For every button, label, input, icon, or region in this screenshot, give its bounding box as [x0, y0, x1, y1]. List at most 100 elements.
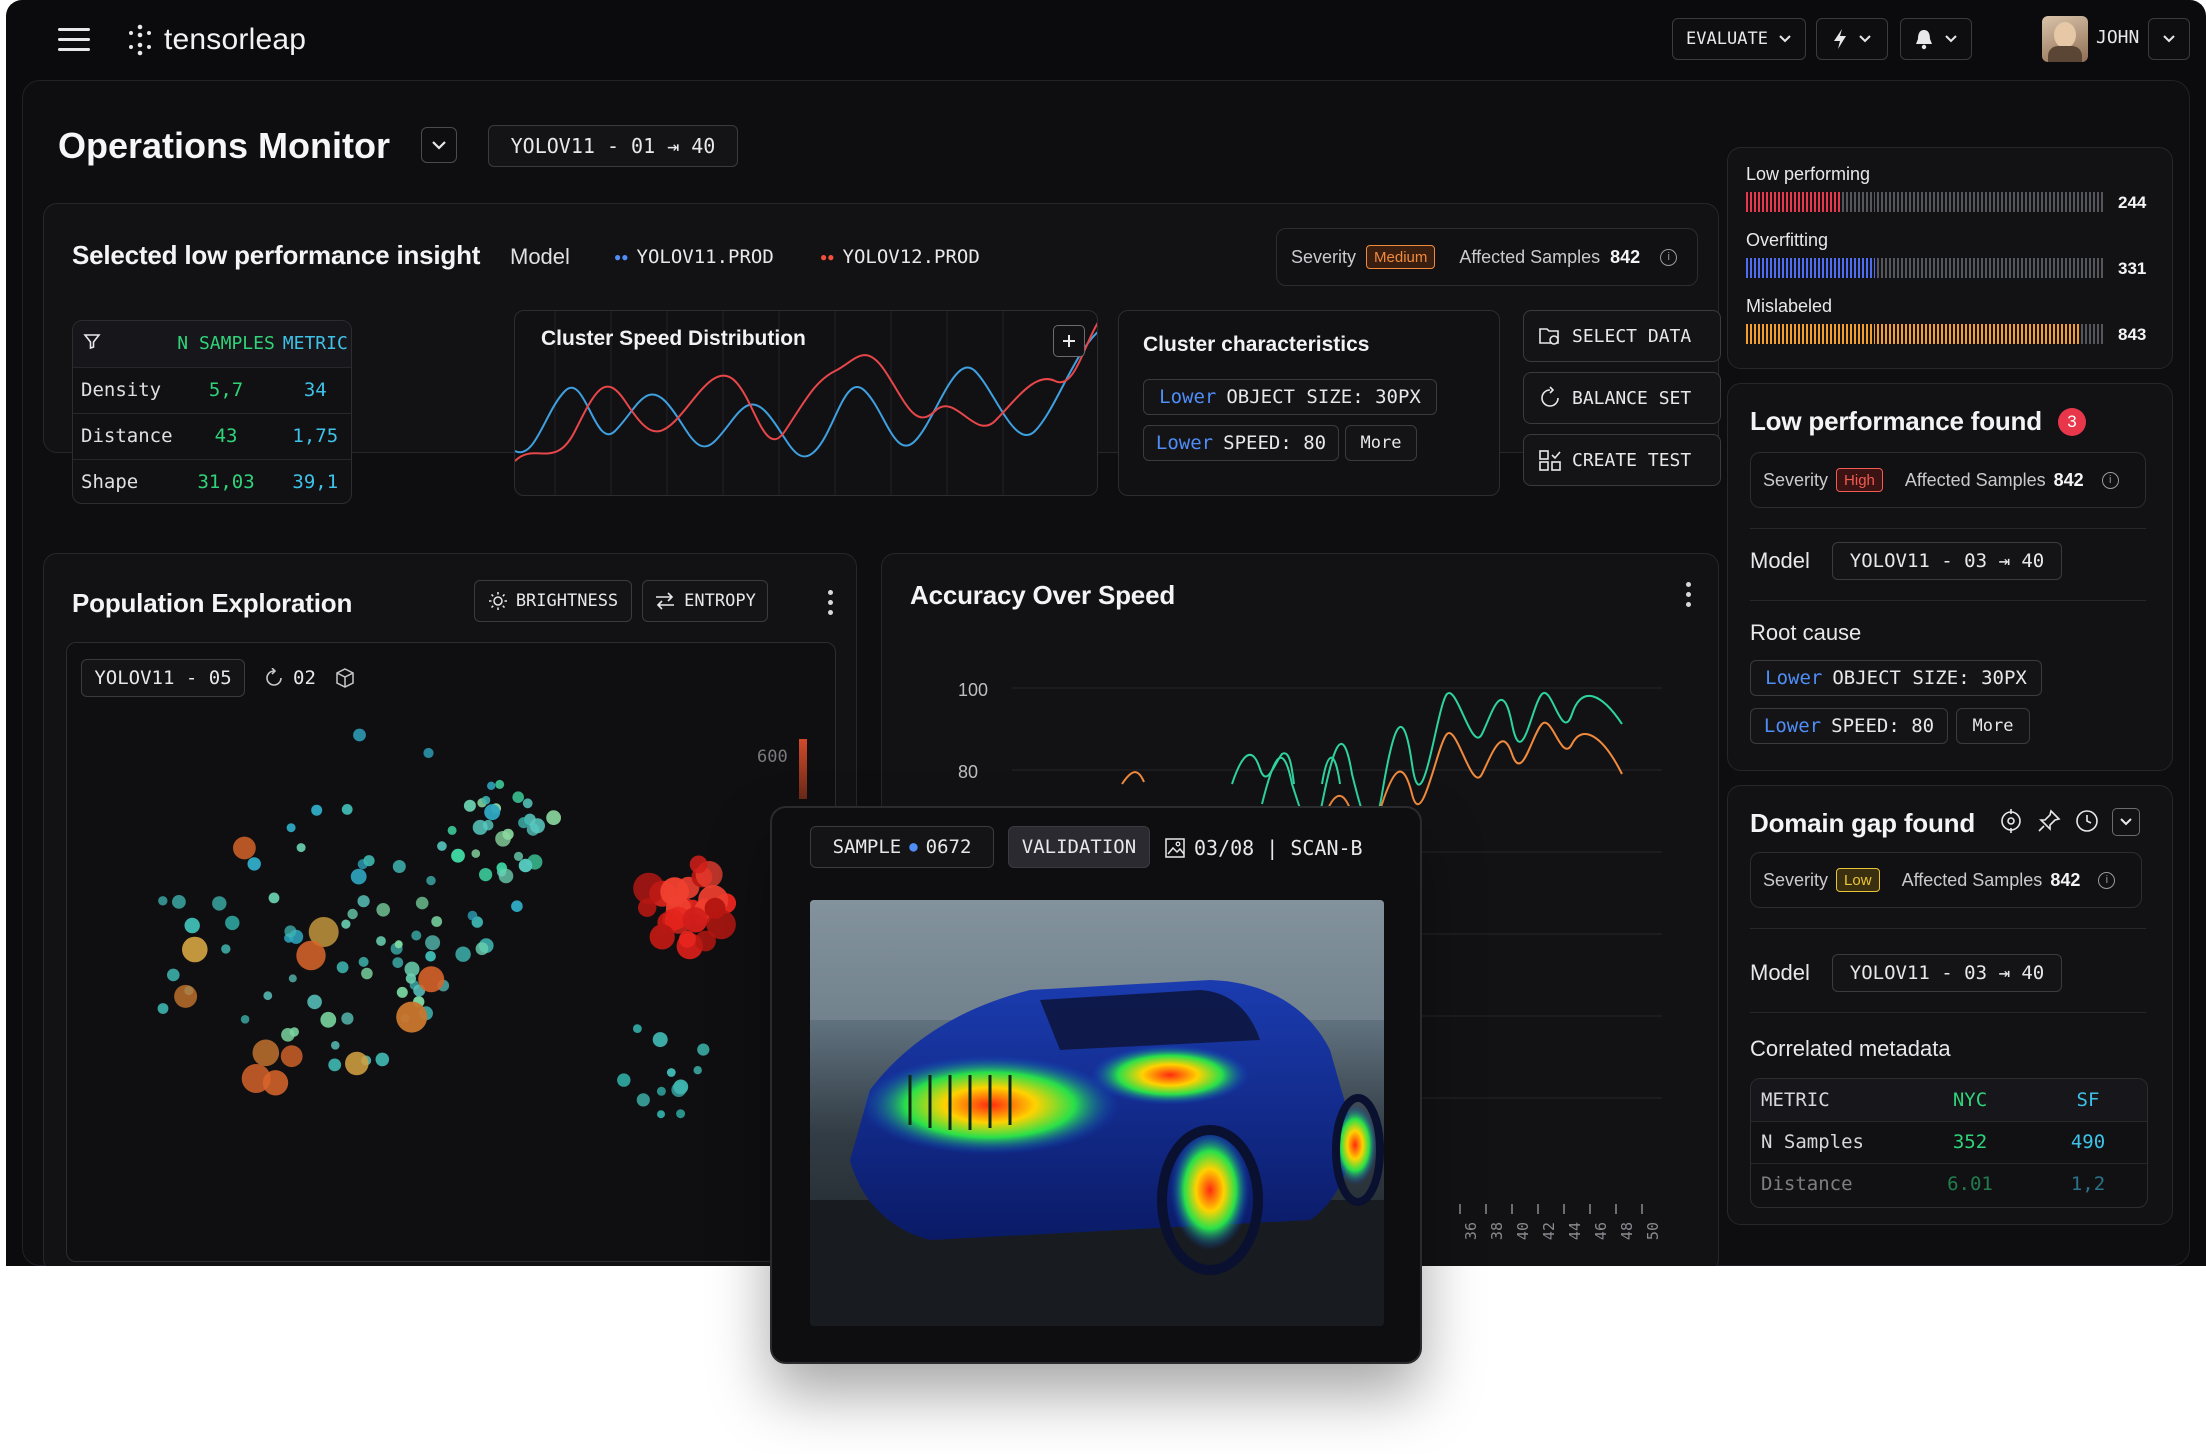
model-legend-yolov12[interactable]: ●● YOLOV12.PROD	[820, 246, 980, 268]
scatter-point[interactable]	[475, 942, 489, 956]
scatter-point[interactable]	[652, 1032, 668, 1048]
scatter-point[interactable]	[695, 930, 716, 952]
scatter-point[interactable]	[240, 1015, 250, 1024]
scatter-point[interactable]	[636, 1093, 650, 1107]
characteristic-chip[interactable]: Lower OBJECT SIZE: 30PX	[1143, 379, 1437, 415]
scatter-point[interactable]	[649, 924, 675, 950]
scatter-point[interactable]	[157, 1003, 169, 1014]
scatter-point[interactable]	[404, 961, 420, 977]
scatter-point[interactable]	[425, 951, 436, 962]
balance-set-button[interactable]: BALANCE SET	[1523, 372, 1721, 424]
scatter-point[interactable]	[296, 940, 326, 971]
scatter-point[interactable]	[288, 974, 297, 983]
scatter-point[interactable]	[331, 1041, 340, 1050]
sample-image[interactable]	[810, 900, 1384, 1326]
version-chip[interactable]: YOLOV11 - 01 ⇥ 40	[488, 125, 738, 167]
scatter-point[interactable]	[511, 900, 523, 912]
scatter-point[interactable]	[682, 907, 708, 933]
scatter-point[interactable]	[479, 868, 493, 882]
filter-icon[interactable]	[83, 332, 101, 350]
scatter-point[interactable]	[425, 935, 441, 951]
scatter-point[interactable]	[375, 1052, 390, 1067]
sample-popup[interactable]: SAMPLE ● 0672 VALIDATION 03/08 | SCAN-B	[770, 806, 1422, 1364]
scatter-point[interactable]	[498, 868, 514, 884]
info-icon[interactable]: i	[1660, 248, 1678, 266]
scatter-point[interactable]	[697, 1043, 710, 1056]
scatter-point[interactable]	[481, 795, 491, 805]
notifications-dropdown[interactable]	[1900, 18, 1972, 60]
collapse-button[interactable]	[2112, 808, 2140, 836]
select-data-button[interactable]: SELECT DATA	[1523, 310, 1721, 362]
scatter-point[interactable]	[341, 919, 351, 929]
scatter-point[interactable]	[467, 910, 478, 921]
target-icon[interactable]	[1998, 808, 2024, 834]
scatter-point[interactable]	[182, 936, 208, 963]
scatter-point[interactable]	[296, 843, 306, 853]
scatter-point[interactable]	[418, 966, 445, 993]
scatter-point[interactable]	[657, 1110, 665, 1119]
scatter-point[interactable]	[308, 917, 339, 947]
scatter-point[interactable]	[376, 903, 391, 917]
scatter-point[interactable]	[451, 848, 465, 863]
info-icon[interactable]: i	[2098, 871, 2116, 889]
scatter-point[interactable]	[392, 957, 404, 968]
add-chart-button[interactable]	[1053, 325, 1085, 357]
clock-icon[interactable]	[2074, 808, 2100, 834]
scatter-point[interactable]	[353, 728, 366, 742]
scatter-point[interactable]	[495, 779, 505, 789]
issue-bar[interactable]	[1746, 258, 2103, 278]
scatter-point[interactable]	[411, 930, 422, 941]
scatter-point[interactable]	[341, 804, 353, 815]
info-icon[interactable]: i	[2101, 471, 2119, 489]
scatter-point[interactable]	[638, 898, 657, 917]
scatter-point[interactable]	[350, 868, 367, 885]
scatter-point[interactable]	[357, 895, 370, 908]
scatter-point[interactable]	[666, 1068, 676, 1077]
scatter-point[interactable]	[263, 991, 273, 1001]
page-title-dropdown[interactable]	[421, 127, 457, 163]
scatter-plot[interactable]: YOLOV11 - 05 02 600	[66, 642, 836, 1262]
scatter-point[interactable]	[678, 930, 696, 948]
pin-icon[interactable]	[2036, 808, 2062, 834]
create-test-button[interactable]: CREATE TEST	[1523, 434, 1721, 486]
issue-bar[interactable]	[1746, 324, 2103, 344]
scatter-point[interactable]	[268, 892, 280, 904]
scatter-point[interactable]	[502, 828, 514, 840]
refresh-count[interactable]: 02	[263, 667, 356, 689]
brightness-button[interactable]: BRIGHTNESS	[474, 580, 632, 622]
scatter-point[interactable]	[289, 1027, 299, 1037]
scatter-point[interactable]	[347, 908, 358, 920]
scatter-point[interactable]	[633, 1024, 642, 1033]
scatter-point[interactable]	[693, 1066, 702, 1075]
scatter-point[interactable]	[172, 895, 186, 909]
scatter-point[interactable]	[487, 781, 496, 790]
scatter-point[interactable]	[660, 877, 689, 906]
validation-chip[interactable]: VALIDATION	[1008, 826, 1150, 868]
scatter-point[interactable]	[376, 936, 386, 946]
scatter-point[interactable]	[706, 909, 736, 940]
scatter-point[interactable]	[174, 984, 198, 1008]
scatter-point[interactable]	[617, 1073, 631, 1087]
scatter-point[interactable]	[221, 944, 231, 954]
scatter-point[interactable]	[518, 817, 530, 829]
scatter-point[interactable]	[392, 860, 406, 873]
scatter-point[interactable]	[530, 818, 545, 834]
scatter-point[interactable]	[167, 968, 180, 982]
scatter-point[interactable]	[280, 1045, 303, 1068]
scatter-point[interactable]	[484, 804, 501, 821]
entropy-button[interactable]: ENTROPY	[642, 580, 768, 622]
scatter-point[interactable]	[262, 1070, 289, 1096]
scatter-point[interactable]	[307, 994, 322, 1010]
scatter-point[interactable]	[396, 986, 408, 998]
scatter-point[interactable]	[455, 946, 471, 962]
scatter-point[interactable]	[656, 1086, 666, 1096]
scatter-point[interactable]	[513, 851, 524, 861]
scatter-point[interactable]	[471, 849, 481, 858]
scatter-point[interactable]	[233, 836, 256, 860]
sample-chip[interactable]: SAMPLE ● 0672	[810, 826, 994, 868]
scatter-point[interactable]	[671, 1082, 686, 1097]
scatter-point[interactable]	[361, 967, 373, 980]
scatter-point[interactable]	[415, 896, 429, 910]
more-button[interactable]: More	[1345, 425, 1417, 461]
scatter-point[interactable]	[320, 1011, 337, 1028]
